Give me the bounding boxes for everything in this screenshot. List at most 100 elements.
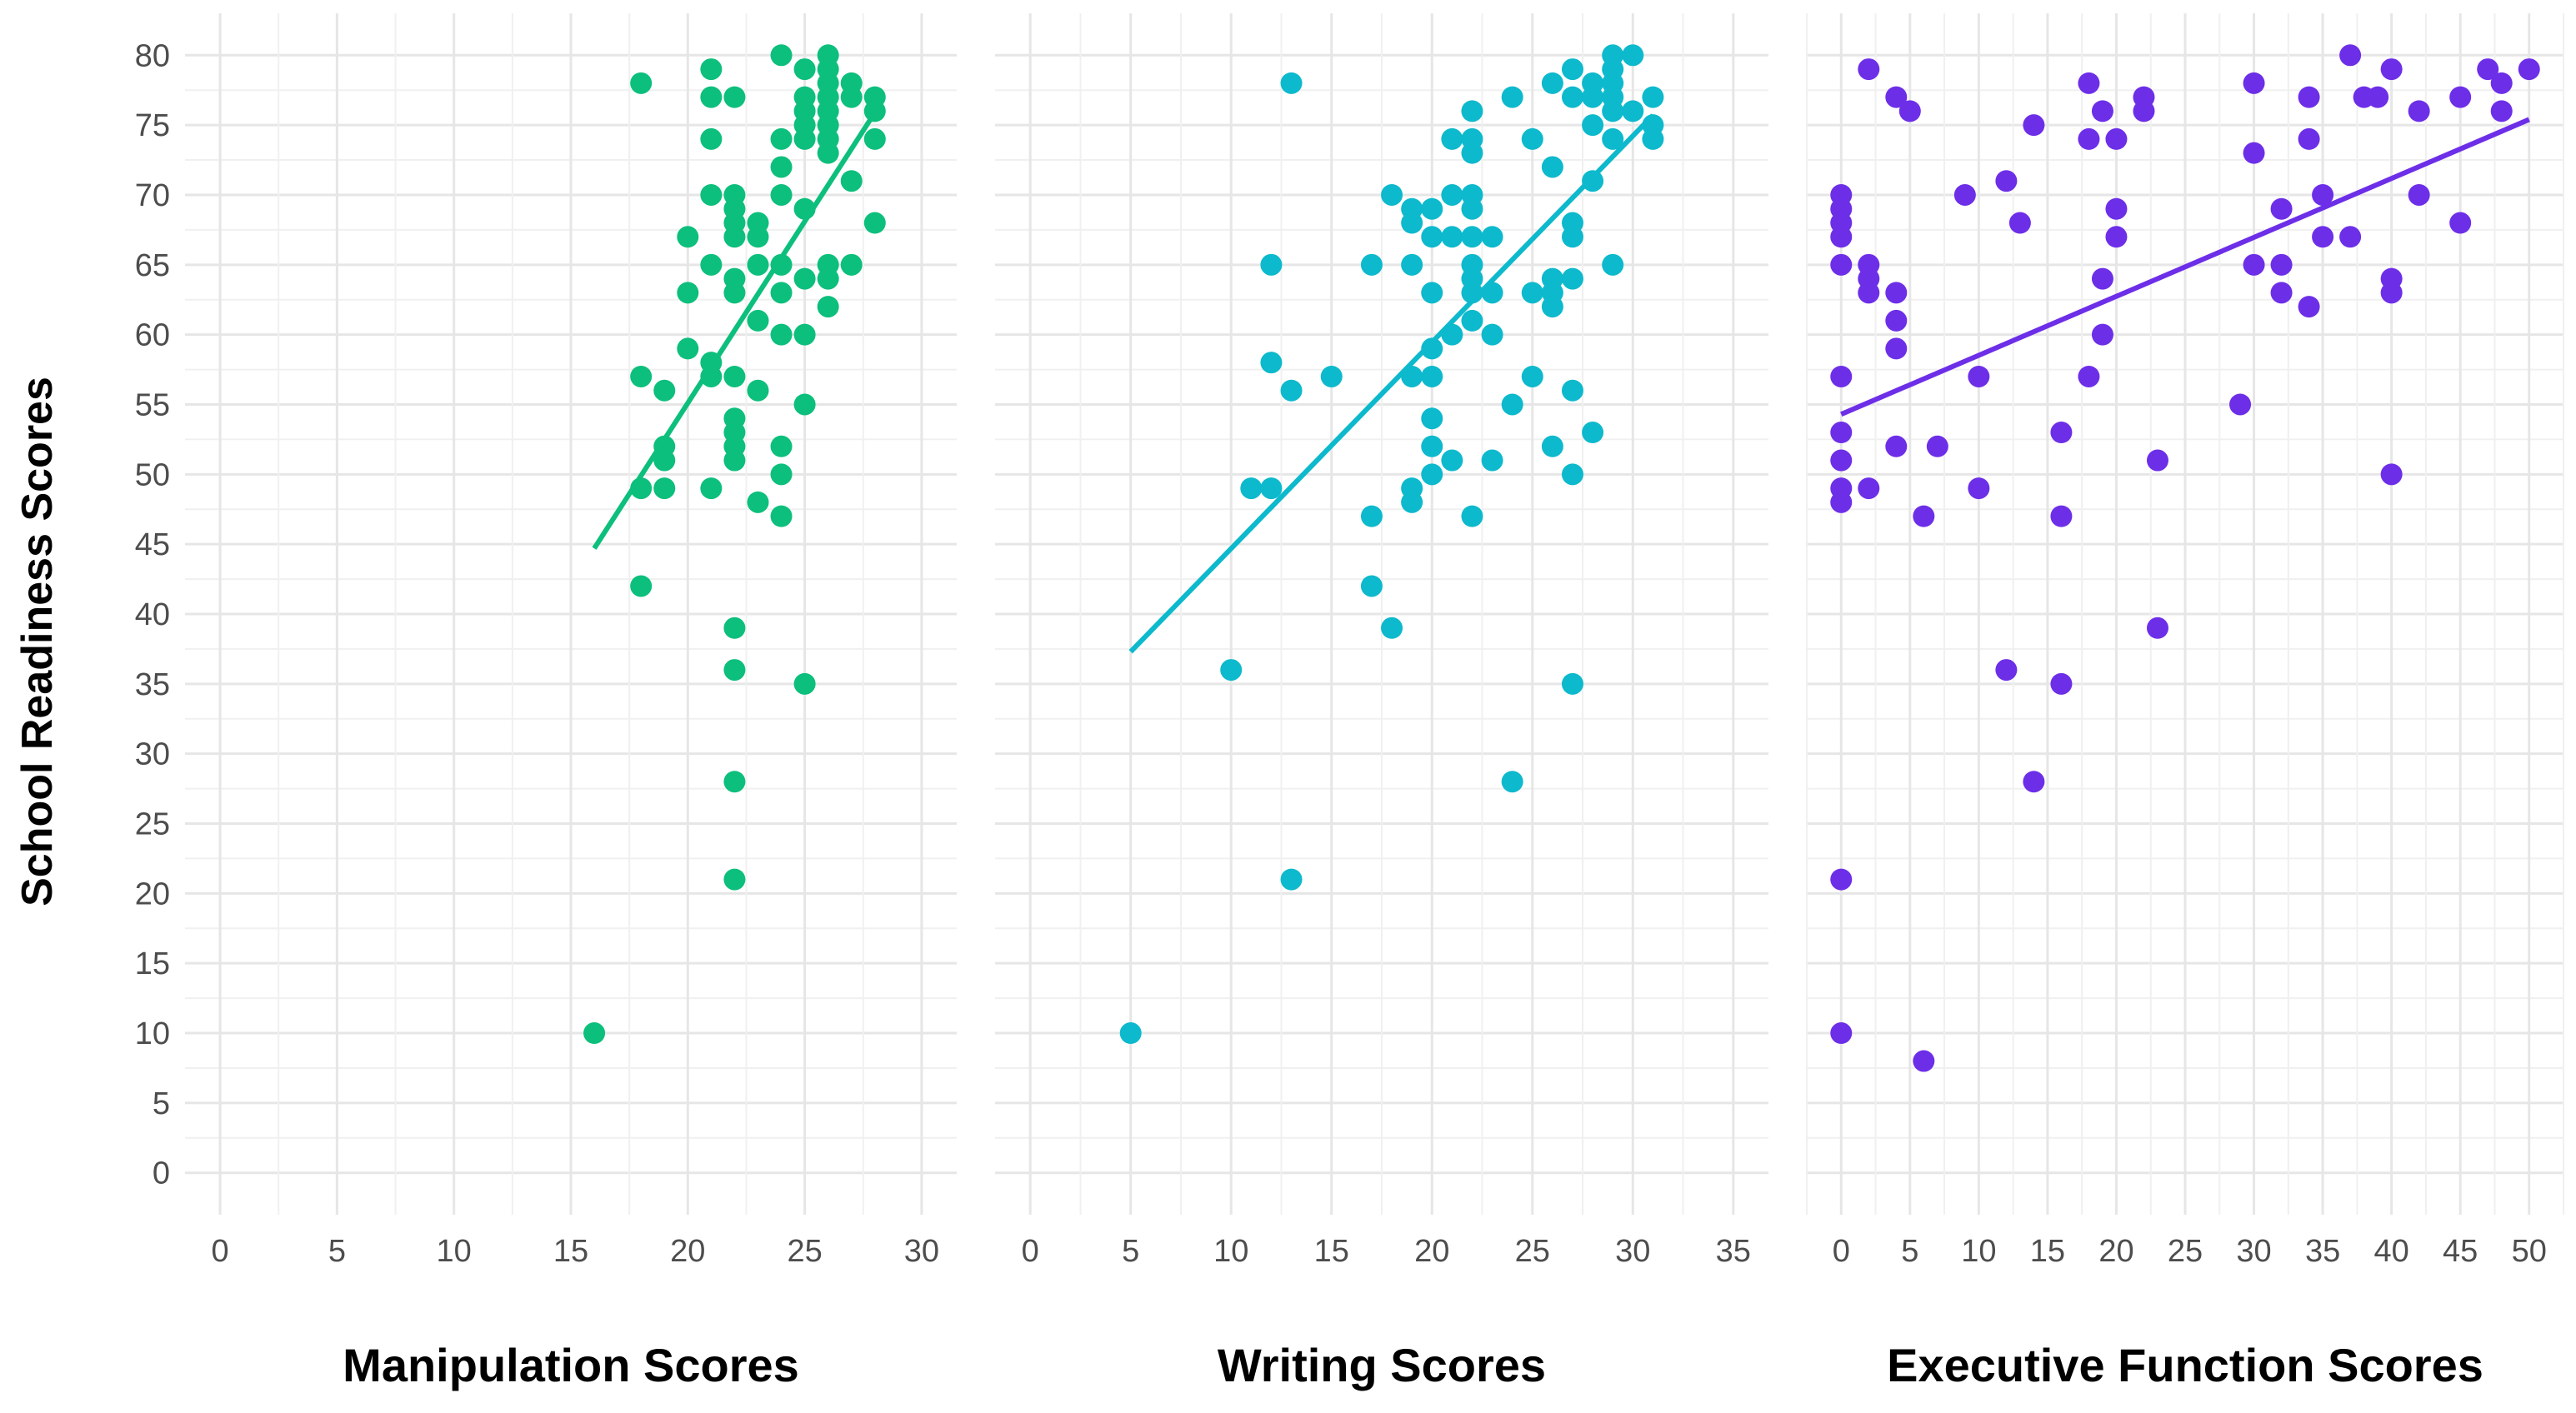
scatter-point bbox=[2091, 267, 2113, 290]
y-tick-label: 30 bbox=[135, 737, 170, 772]
scatter-point bbox=[2270, 253, 2293, 276]
scatter-point bbox=[1461, 197, 1483, 220]
scatter-point bbox=[1421, 365, 1443, 387]
x-tick-label: 45 bbox=[2443, 1234, 2478, 1269]
scatter-point bbox=[700, 127, 723, 150]
x-axis-title: Manipulation Scores bbox=[343, 1339, 799, 1391]
scatter-panel-2: 0 5 10 15 20 25 30 35 Writing Scores bbox=[995, 13, 1768, 1391]
scatter-point bbox=[1360, 505, 1383, 527]
scatter-point bbox=[770, 323, 793, 346]
scatter-point bbox=[1441, 226, 1463, 248]
scatter-point bbox=[793, 672, 816, 695]
scatter-point bbox=[1481, 449, 1503, 472]
scatter-point bbox=[2229, 393, 2252, 416]
scatter-point bbox=[1541, 72, 1563, 94]
scatter-point bbox=[2105, 226, 2128, 248]
scatter-point bbox=[1561, 379, 1583, 402]
scatter-point bbox=[1953, 183, 1976, 206]
scatter-point bbox=[1622, 100, 1644, 122]
x-tick-label: 25 bbox=[2168, 1234, 2203, 1269]
scatter-point bbox=[1602, 127, 1624, 150]
scatter-point bbox=[2380, 282, 2403, 304]
scatter-point bbox=[747, 226, 769, 248]
scatter-point bbox=[1280, 72, 1303, 94]
scatter-point bbox=[653, 477, 676, 500]
scatter-point bbox=[2380, 58, 2403, 81]
x-tick-label: 15 bbox=[1314, 1234, 1349, 1269]
scatter-point bbox=[2023, 771, 2045, 793]
scatter-point bbox=[583, 1022, 606, 1045]
y-tick-label: 15 bbox=[135, 946, 170, 981]
scatter-point bbox=[2380, 463, 2403, 486]
x-tick-label: 30 bbox=[2236, 1234, 2271, 1269]
y-tick-label: 35 bbox=[135, 667, 170, 702]
scatter-point bbox=[1830, 422, 1853, 444]
scatter-point bbox=[1858, 282, 1880, 304]
scatter-point bbox=[1995, 170, 2018, 192]
scatter-point bbox=[863, 127, 886, 150]
scatter-point bbox=[723, 617, 746, 639]
scatter-point bbox=[840, 86, 863, 108]
scatter-point bbox=[1541, 156, 1563, 178]
scatter-point bbox=[1421, 197, 1443, 220]
scatter-point bbox=[1521, 127, 1543, 150]
scatter-point bbox=[2449, 86, 2472, 108]
y-tick-label: 20 bbox=[135, 876, 170, 911]
scatter-point bbox=[770, 505, 793, 527]
scatter-point bbox=[1280, 868, 1303, 891]
scatter-point bbox=[2243, 142, 2265, 164]
scatter-point bbox=[1421, 337, 1443, 360]
scatter-point bbox=[1320, 365, 1343, 387]
scatter-point bbox=[723, 449, 746, 472]
scatter-point bbox=[817, 267, 839, 290]
scatter-point bbox=[863, 100, 886, 122]
scatter-point bbox=[1830, 226, 1853, 248]
scatter-point bbox=[770, 44, 793, 67]
scatter-point bbox=[677, 282, 699, 304]
y-tick-label: 70 bbox=[135, 178, 170, 213]
x-tick-label: 10 bbox=[1961, 1234, 1996, 1269]
scatter-point bbox=[2078, 127, 2100, 150]
scatter-point bbox=[1501, 86, 1523, 108]
x-axis-title: Executive Function Scores bbox=[1887, 1339, 2483, 1391]
scatter-point bbox=[2146, 449, 2168, 472]
scatter-point bbox=[2078, 365, 2100, 387]
scatter-point bbox=[1461, 100, 1483, 122]
x-tick-label: 15 bbox=[2030, 1234, 2065, 1269]
scatter-point bbox=[770, 156, 793, 178]
y-tick-label: 80 bbox=[135, 38, 170, 73]
scatter-point bbox=[1119, 1022, 1142, 1045]
y-tick-label: 5 bbox=[153, 1086, 170, 1121]
scatter-point bbox=[793, 127, 816, 150]
scatter-points bbox=[1119, 44, 1664, 1045]
scatter-point bbox=[723, 771, 746, 793]
scatter-point bbox=[2091, 100, 2113, 122]
x-tick-label: 20 bbox=[670, 1234, 705, 1269]
y-tick-label: 50 bbox=[135, 457, 170, 492]
scatter-point bbox=[630, 365, 653, 387]
scatter-point bbox=[747, 253, 769, 276]
scatter-point bbox=[1885, 86, 1908, 108]
scatter-point bbox=[1260, 253, 1283, 276]
scatter-point bbox=[1381, 617, 1403, 639]
x-tick-label: 25 bbox=[1515, 1234, 1550, 1269]
scatter-point bbox=[2298, 86, 2320, 108]
scatter-point bbox=[1602, 253, 1624, 276]
scatter-point bbox=[1968, 477, 1990, 500]
scatter-point bbox=[2518, 58, 2540, 81]
scatter-point bbox=[1830, 253, 1853, 276]
x-tick-label: 20 bbox=[2098, 1234, 2133, 1269]
scatter-point bbox=[1885, 309, 1908, 332]
x-tick-label: 15 bbox=[553, 1234, 588, 1269]
x-tick-label: 30 bbox=[1615, 1234, 1650, 1269]
scatter-point bbox=[2023, 114, 2045, 137]
scatter-point bbox=[2050, 422, 2073, 444]
scatter-point bbox=[1421, 282, 1443, 304]
scatter-point bbox=[2449, 212, 2472, 234]
scatter-point bbox=[2133, 100, 2155, 122]
panel-gridlines bbox=[185, 13, 957, 1215]
scatter-point bbox=[1913, 505, 1935, 527]
scatter-point bbox=[793, 267, 816, 290]
scatter-point bbox=[747, 491, 769, 513]
